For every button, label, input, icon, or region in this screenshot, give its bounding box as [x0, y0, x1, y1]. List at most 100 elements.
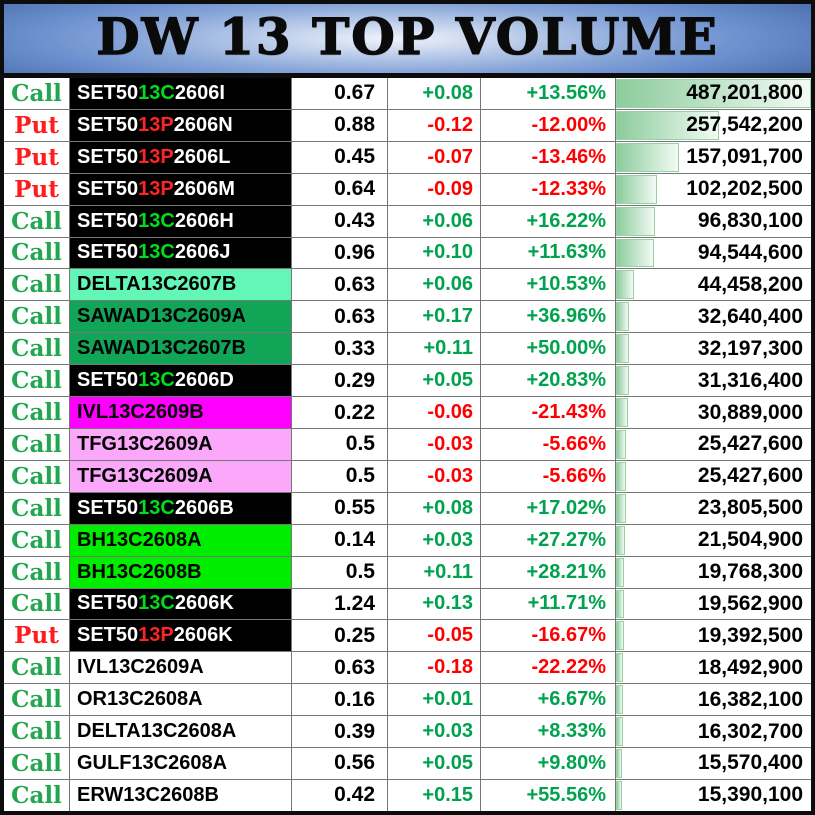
warrant-symbol: GULF13C2608A [70, 748, 292, 779]
warrant-symbol: IVL13C2609A [70, 652, 292, 684]
volume-data-bar [616, 461, 627, 491]
volume-cell: 15,390,100 [616, 780, 811, 811]
price-change: -0.18 [388, 652, 481, 684]
volume-data-bar [616, 653, 624, 683]
percent-change: +11.63% [481, 237, 616, 269]
percent-change: -5.66% [481, 428, 616, 460]
volume-cell: 94,544,600 [616, 238, 811, 269]
symbol-series-highlight: 13P [138, 145, 174, 168]
percent-change: -22.22% [481, 652, 616, 684]
volume-cell: 32,197,300 [616, 333, 811, 364]
symbol-expiry-text: 2606L [173, 145, 231, 168]
last-price: 0.56 [292, 748, 388, 779]
symbol-underlying-text: DELTA13C2608A [77, 720, 237, 743]
volume-cell: 102,202,500 [616, 174, 811, 205]
warrant-symbol: IVL13C2609B [70, 397, 292, 428]
last-price: 0.22 [292, 397, 388, 428]
volume-value: 25,427,600 [697, 464, 803, 488]
table-row: Call ERW13C2608B 0.42 +0.15 +55.56% 15,390,10… [4, 779, 811, 811]
last-price: 0.42 [292, 779, 388, 811]
volume-cell: 257,542,200 [616, 110, 811, 141]
warrant-symbol: SET50 13C 2606J [70, 237, 292, 269]
volume-cell: 31,316,400 [616, 365, 811, 396]
volume-cell: 30,889,000 [616, 397, 811, 428]
symbol-underlying-text: SET50 [77, 113, 139, 136]
option-side-label: Call [4, 716, 70, 748]
volume-data-bar [616, 238, 654, 268]
symbol-series-highlight: 13C [138, 369, 175, 392]
symbol-underlying-text: ERW13C2608B [77, 783, 219, 806]
warrant-symbol: TFG13C2609A [70, 460, 292, 492]
option-side-label: Put [4, 620, 70, 652]
table-row: Put SET50 13P 2606M 0.64 -0.09 -12.33% 102,202,… [4, 173, 811, 206]
warrant-symbol: BH13C2608B [70, 556, 292, 588]
warrant-symbol: SAWAD13C2607B [70, 333, 292, 365]
table-row: Call BH13C2608A 0.14 +0.03 +27.27% 21,504,900 [4, 524, 811, 557]
percent-change: -5.66% [481, 460, 616, 492]
table-row: Call DELTA13C2608A 0.39 +0.03 +8.33% 16,302,7… [4, 716, 811, 749]
percent-change: +11.71% [481, 588, 616, 620]
volume-data-bar [616, 685, 623, 715]
symbol-underlying-text: SET50 [77, 624, 139, 647]
last-price: 1.24 [292, 588, 388, 620]
volume-data-bar [616, 270, 634, 300]
volume-value: 25,427,600 [697, 432, 803, 456]
option-side-label: Call [4, 205, 70, 237]
percent-change: -12.33% [481, 173, 616, 205]
symbol-series-highlight: 13C [138, 81, 175, 104]
table-row: Put SET50 13P 2606N 0.88 -0.12 -12.00% 257,542,… [4, 109, 811, 142]
page-title: DW 13 TOP VOLUME [96, 6, 719, 66]
last-price: 0.63 [292, 301, 388, 333]
percent-change: -16.67% [481, 620, 616, 652]
volume-data-bar [616, 717, 623, 747]
price-change: +0.15 [388, 779, 481, 811]
volume-cell: 25,427,600 [616, 429, 811, 460]
warrant-symbol: SET50 13C 2606I [70, 78, 292, 109]
price-change: +0.08 [388, 492, 481, 524]
volume-cell: 32,640,400 [616, 301, 811, 332]
volume-value: 18,492,900 [697, 655, 803, 679]
volume-cell: 25,427,600 [616, 461, 811, 492]
option-side-label: Call [4, 524, 70, 556]
volume-data-bar [616, 398, 629, 427]
symbol-underlying-text: TFG13C2609A [77, 432, 213, 455]
warrant-symbol: SET50 13C 2606B [70, 492, 292, 524]
volume-cell: 19,392,500 [616, 620, 811, 651]
volume-cell: 96,830,100 [616, 206, 811, 237]
symbol-underlying-text: SAWAD13C2607B [77, 337, 246, 360]
volume-value: 44,458,200 [697, 272, 803, 296]
volume-value: 19,392,500 [697, 623, 803, 647]
percent-change: +55.56% [481, 779, 616, 811]
warrant-symbol: SET50 13P 2606M [70, 173, 292, 205]
warrant-symbol: DELTA13C2608A [70, 716, 292, 748]
percent-change: -21.43% [481, 397, 616, 428]
symbol-underlying-text: IVL13C2609A [77, 656, 204, 679]
volume-value: 102,202,500 [686, 177, 803, 201]
price-change: +0.03 [388, 716, 481, 748]
symbol-underlying-text: DELTA13C2607B [77, 273, 237, 296]
volume-data-bar [616, 206, 655, 236]
volume-data-bar [616, 174, 657, 204]
volume-data-bar [616, 557, 624, 587]
volume-value: 32,197,300 [697, 336, 803, 360]
volume-value: 15,390,100 [697, 783, 803, 807]
warrant-symbol: SET50 13C 2606D [70, 365, 292, 397]
price-change: -0.12 [388, 109, 481, 141]
volume-data-bar [616, 302, 630, 332]
price-change: +0.05 [388, 365, 481, 397]
symbol-expiry-text: 2606M [173, 177, 235, 200]
symbol-expiry-text: 2606H [174, 209, 234, 232]
last-price: 0.16 [292, 684, 388, 716]
option-side-label: Call [4, 460, 70, 492]
table-row: Call SET50 13C 2606D 0.29 +0.05 +20.83% 31,316,… [4, 365, 811, 398]
option-side-label: Call [4, 301, 70, 333]
volume-cell: 21,504,900 [616, 525, 811, 556]
warrant-symbol: SET50 13P 2606N [70, 109, 292, 141]
option-side-label: Call [4, 333, 70, 365]
last-price: 0.67 [292, 78, 388, 109]
last-price: 0.63 [292, 652, 388, 684]
symbol-underlying-text: SET50 [77, 241, 139, 264]
table-row: Call SET50 13C 2606I 0.67 +0.08 +13.56% 487,201… [4, 78, 811, 110]
table-row: Call TFG13C2609A 0.5 -0.03 -5.66% 25,427,600 [4, 428, 811, 461]
volume-value: 96,830,100 [697, 209, 803, 233]
